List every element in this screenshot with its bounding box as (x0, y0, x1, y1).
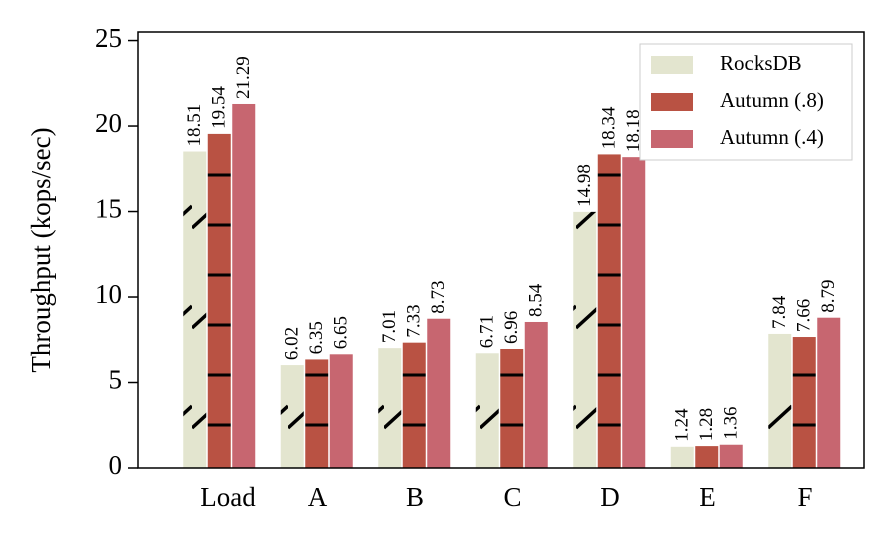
value-label: 6.02 (281, 327, 302, 360)
x-tick-label: F (797, 482, 812, 512)
x-tick-label: Load (200, 482, 256, 512)
y-tick-label: 5 (109, 365, 123, 395)
legend-label: Autumn (.4) (720, 125, 824, 149)
bar (670, 446, 694, 468)
legend-swatch (651, 56, 693, 74)
legend-swatch (651, 93, 693, 111)
x-tick-label: C (503, 482, 521, 512)
bar (817, 317, 841, 468)
value-label: 8.79 (818, 279, 839, 312)
bar (402, 342, 426, 468)
legend-label: RocksDB (720, 51, 802, 75)
bar (768, 333, 792, 468)
bar (524, 321, 548, 468)
value-label: 21.29 (233, 56, 254, 99)
value-label: 18.34 (598, 106, 619, 149)
value-label: 7.84 (769, 295, 790, 329)
bar (378, 348, 402, 468)
x-tick-label: B (406, 482, 424, 512)
y-tick-label: 15 (95, 194, 122, 224)
y-tick-label: 25 (95, 23, 122, 53)
value-label: 1.24 (671, 408, 692, 442)
value-label: 6.71 (476, 315, 497, 348)
bar (475, 353, 499, 468)
value-label: 19.54 (208, 86, 229, 129)
value-label: 1.28 (696, 408, 717, 441)
x-tick-label: A (308, 482, 328, 512)
value-label: 18.51 (184, 104, 205, 147)
bar (329, 354, 353, 468)
y-axis-label: Throughput (kops/sec) (26, 127, 56, 372)
bar (792, 337, 816, 468)
value-label: 7.66 (793, 299, 814, 332)
bar (232, 103, 256, 469)
bar (695, 446, 719, 468)
bar (305, 359, 329, 468)
bar (280, 365, 304, 468)
x-tick-label: E (699, 482, 716, 512)
value-label: 18.18 (623, 109, 644, 152)
y-tick-label: 20 (95, 108, 122, 138)
x-tick-label: D (600, 482, 620, 512)
y-tick-label: 0 (109, 450, 123, 480)
bar (207, 133, 231, 469)
value-label: 7.33 (403, 304, 424, 337)
value-label: 8.73 (428, 280, 449, 313)
bar (573, 211, 597, 468)
bar (500, 348, 524, 468)
bar (719, 444, 743, 468)
bar (183, 151, 207, 468)
legend-label: Autumn (.8) (720, 88, 824, 112)
y-tick-label: 10 (95, 279, 122, 309)
value-label: 6.96 (501, 311, 522, 344)
value-label: 8.54 (525, 283, 546, 317)
bar (427, 318, 451, 468)
value-label: 6.35 (306, 321, 327, 354)
bar (597, 154, 621, 468)
legend-swatch (651, 130, 693, 148)
plot-frame (137, 31, 865, 469)
value-label: 7.01 (379, 310, 400, 343)
value-label: 1.36 (720, 406, 741, 439)
value-label: 6.65 (330, 316, 351, 349)
value-label: 14.98 (574, 164, 595, 207)
bar (622, 157, 646, 468)
